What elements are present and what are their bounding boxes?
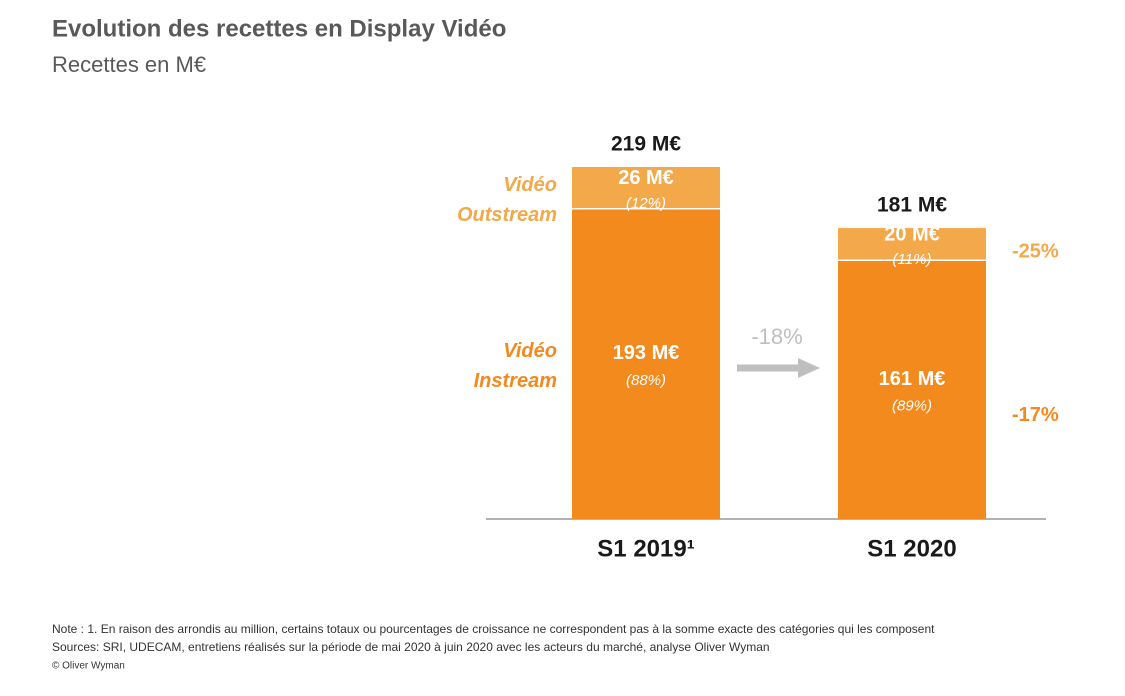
note: © Oliver Wyman [52,661,125,672]
share-label: (88%) [626,372,666,389]
share-label: (12%) [626,195,666,212]
note: Sources: SRI, UDECAM, entretiens réalisé… [52,640,770,654]
bar-segment [572,208,720,519]
bar-segment [838,260,986,519]
bar-segment [572,167,720,209]
note: Note : 1. En raison des arrondis au mill… [52,622,935,636]
value-label: 193 M€ [613,342,680,364]
change-label: -17% [1012,404,1059,426]
change-label: -25% [1012,240,1059,262]
category-label: S1 2020 [867,535,956,562]
share-label: (11%) [893,251,932,268]
value-label: 26 M€ [618,167,674,189]
total-label: 181 M€ [877,194,947,217]
share-label: (89%) [892,398,932,415]
legend-label: Vidéo Instream [473,339,557,392]
chart-subtitle: Recettes en M€ [52,52,206,77]
total-label: 219 M€ [611,133,681,156]
chart-title: Evolution des recettes en Display Vidéo [52,15,506,42]
value-label: 161 M€ [879,368,946,390]
arrow-head [798,358,820,378]
total-change-label: -18% [751,324,802,349]
bar-segment [838,228,986,261]
value-label: 20 M€ [884,223,940,245]
legend-label: Vidéo Outstream [456,173,557,226]
category-label: S1 2019¹ [597,535,694,562]
